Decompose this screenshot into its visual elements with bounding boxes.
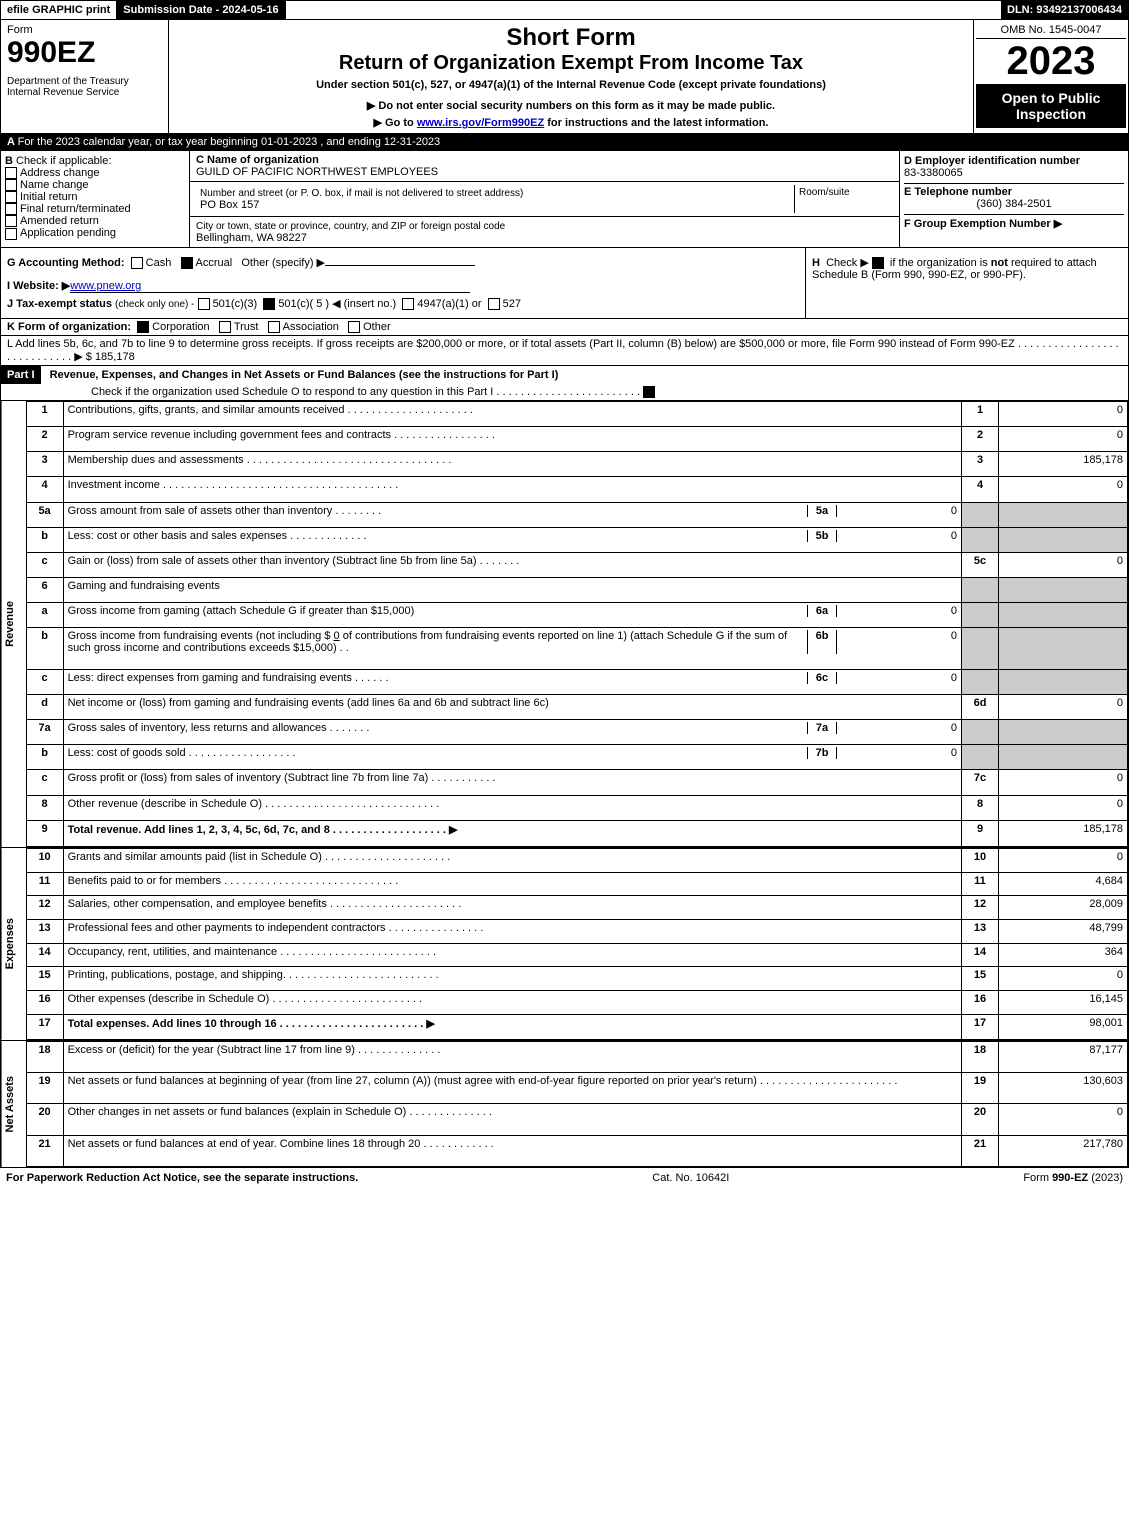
chk-527[interactable]	[488, 298, 500, 310]
expenses-label: Expenses	[1, 848, 26, 1039]
g-label: G Accounting Method:	[7, 257, 125, 269]
irs-label: Internal Revenue Service	[7, 87, 162, 98]
part1-label: Part I	[1, 366, 41, 384]
chk-501c[interactable]	[263, 298, 275, 310]
chk-final-return[interactable]	[5, 203, 17, 215]
org-name: GUILD OF PACIFIC NORTHWEST EMPLOYEES	[196, 166, 438, 178]
chk-amended[interactable]	[5, 215, 17, 227]
ein: 83-3380065	[904, 167, 963, 179]
irs-link[interactable]: www.irs.gov/Form990EZ	[417, 117, 544, 129]
c-label: C Name of organization	[196, 154, 319, 166]
chk-other-org[interactable]	[348, 321, 360, 333]
chk-address-change[interactable]	[5, 167, 17, 179]
open-public: Open to Public Inspection	[976, 84, 1126, 128]
address: PO Box 157	[200, 199, 259, 211]
expenses-table: 10Grants and similar amounts paid (list …	[26, 848, 1128, 1039]
footer-cat: Cat. No. 10642I	[652, 1172, 729, 1184]
chk-4947[interactable]	[402, 298, 414, 310]
footer: For Paperwork Reduction Act Notice, see …	[0, 1168, 1129, 1188]
footer-right: Form 990-EZ (2023)	[1023, 1172, 1123, 1184]
dept-label: Department of the Treasury	[7, 76, 162, 87]
efile-label[interactable]: efile GRAPHIC print	[1, 1, 117, 19]
chk-pending[interactable]	[5, 228, 17, 240]
form-label: Form	[7, 24, 162, 36]
line-a: For the 2023 calendar year, or tax year …	[18, 136, 441, 148]
title-short-form: Short Form	[173, 24, 969, 52]
chk-name-change[interactable]	[5, 179, 17, 191]
line-l: L Add lines 5b, 6c, and 7b to line 9 to …	[7, 338, 1015, 350]
revenue-table: 1Contributions, gifts, grants, and simil…	[26, 401, 1128, 847]
top-bar: efile GRAPHIC print Submission Date - 20…	[0, 0, 1129, 20]
chk-initial-return[interactable]	[5, 191, 17, 203]
chk-assoc[interactable]	[268, 321, 280, 333]
netassets-table: 18Excess or (deficit) for the year (Subt…	[26, 1041, 1128, 1167]
note-ssn: ▶ Do not enter social security numbers o…	[173, 99, 969, 112]
subtitle: Under section 501(c), 527, or 4947(a)(1)…	[173, 79, 969, 91]
website-link[interactable]: www.pnew.org	[70, 280, 470, 293]
submission-date: Submission Date - 2024-05-16	[117, 1, 285, 19]
tax-year: 2023	[976, 39, 1126, 84]
note-link: ▶ Go to www.irs.gov/Form990EZ for instru…	[173, 116, 969, 129]
room-suite: Room/suite	[794, 185, 893, 213]
f-label: F Group Exemption Number ▶	[904, 218, 1062, 230]
e-label: E Telephone number	[904, 186, 1012, 198]
phone: (360) 384-2501	[904, 198, 1124, 210]
b-label: Check if applicable:	[16, 155, 111, 167]
omb-number: OMB No. 1545-0047	[976, 22, 1126, 39]
chk-trust[interactable]	[219, 321, 231, 333]
chk-schedule-o[interactable]	[643, 386, 655, 398]
footer-left: For Paperwork Reduction Act Notice, see …	[6, 1172, 358, 1184]
netassets-label: Net Assets	[1, 1041, 26, 1167]
d-label: D Employer identification number	[904, 155, 1080, 167]
dln: DLN: 93492137006434	[1001, 1, 1128, 19]
revenue-label: Revenue	[1, 401, 26, 847]
l-value: $ 185,178	[86, 351, 135, 363]
chk-501c3[interactable]	[198, 298, 210, 310]
form-header: Form 990EZ Department of the Treasury In…	[0, 20, 1129, 134]
i-label: I Website: ▶	[7, 280, 70, 292]
city-state-zip: Bellingham, WA 98227	[196, 232, 307, 244]
k-label: K Form of organization:	[7, 321, 131, 333]
section-b: B Check if applicable: Address change Na…	[0, 151, 1129, 248]
chk-h[interactable]	[872, 257, 884, 269]
part1-heading: Revenue, Expenses, and Changes in Net As…	[44, 369, 559, 381]
title-return: Return of Organization Exempt From Incom…	[173, 52, 969, 75]
chk-corp[interactable]	[137, 321, 149, 333]
chk-accrual[interactable]	[181, 257, 193, 269]
form-number: 990EZ	[7, 36, 162, 70]
chk-cash[interactable]	[131, 257, 143, 269]
